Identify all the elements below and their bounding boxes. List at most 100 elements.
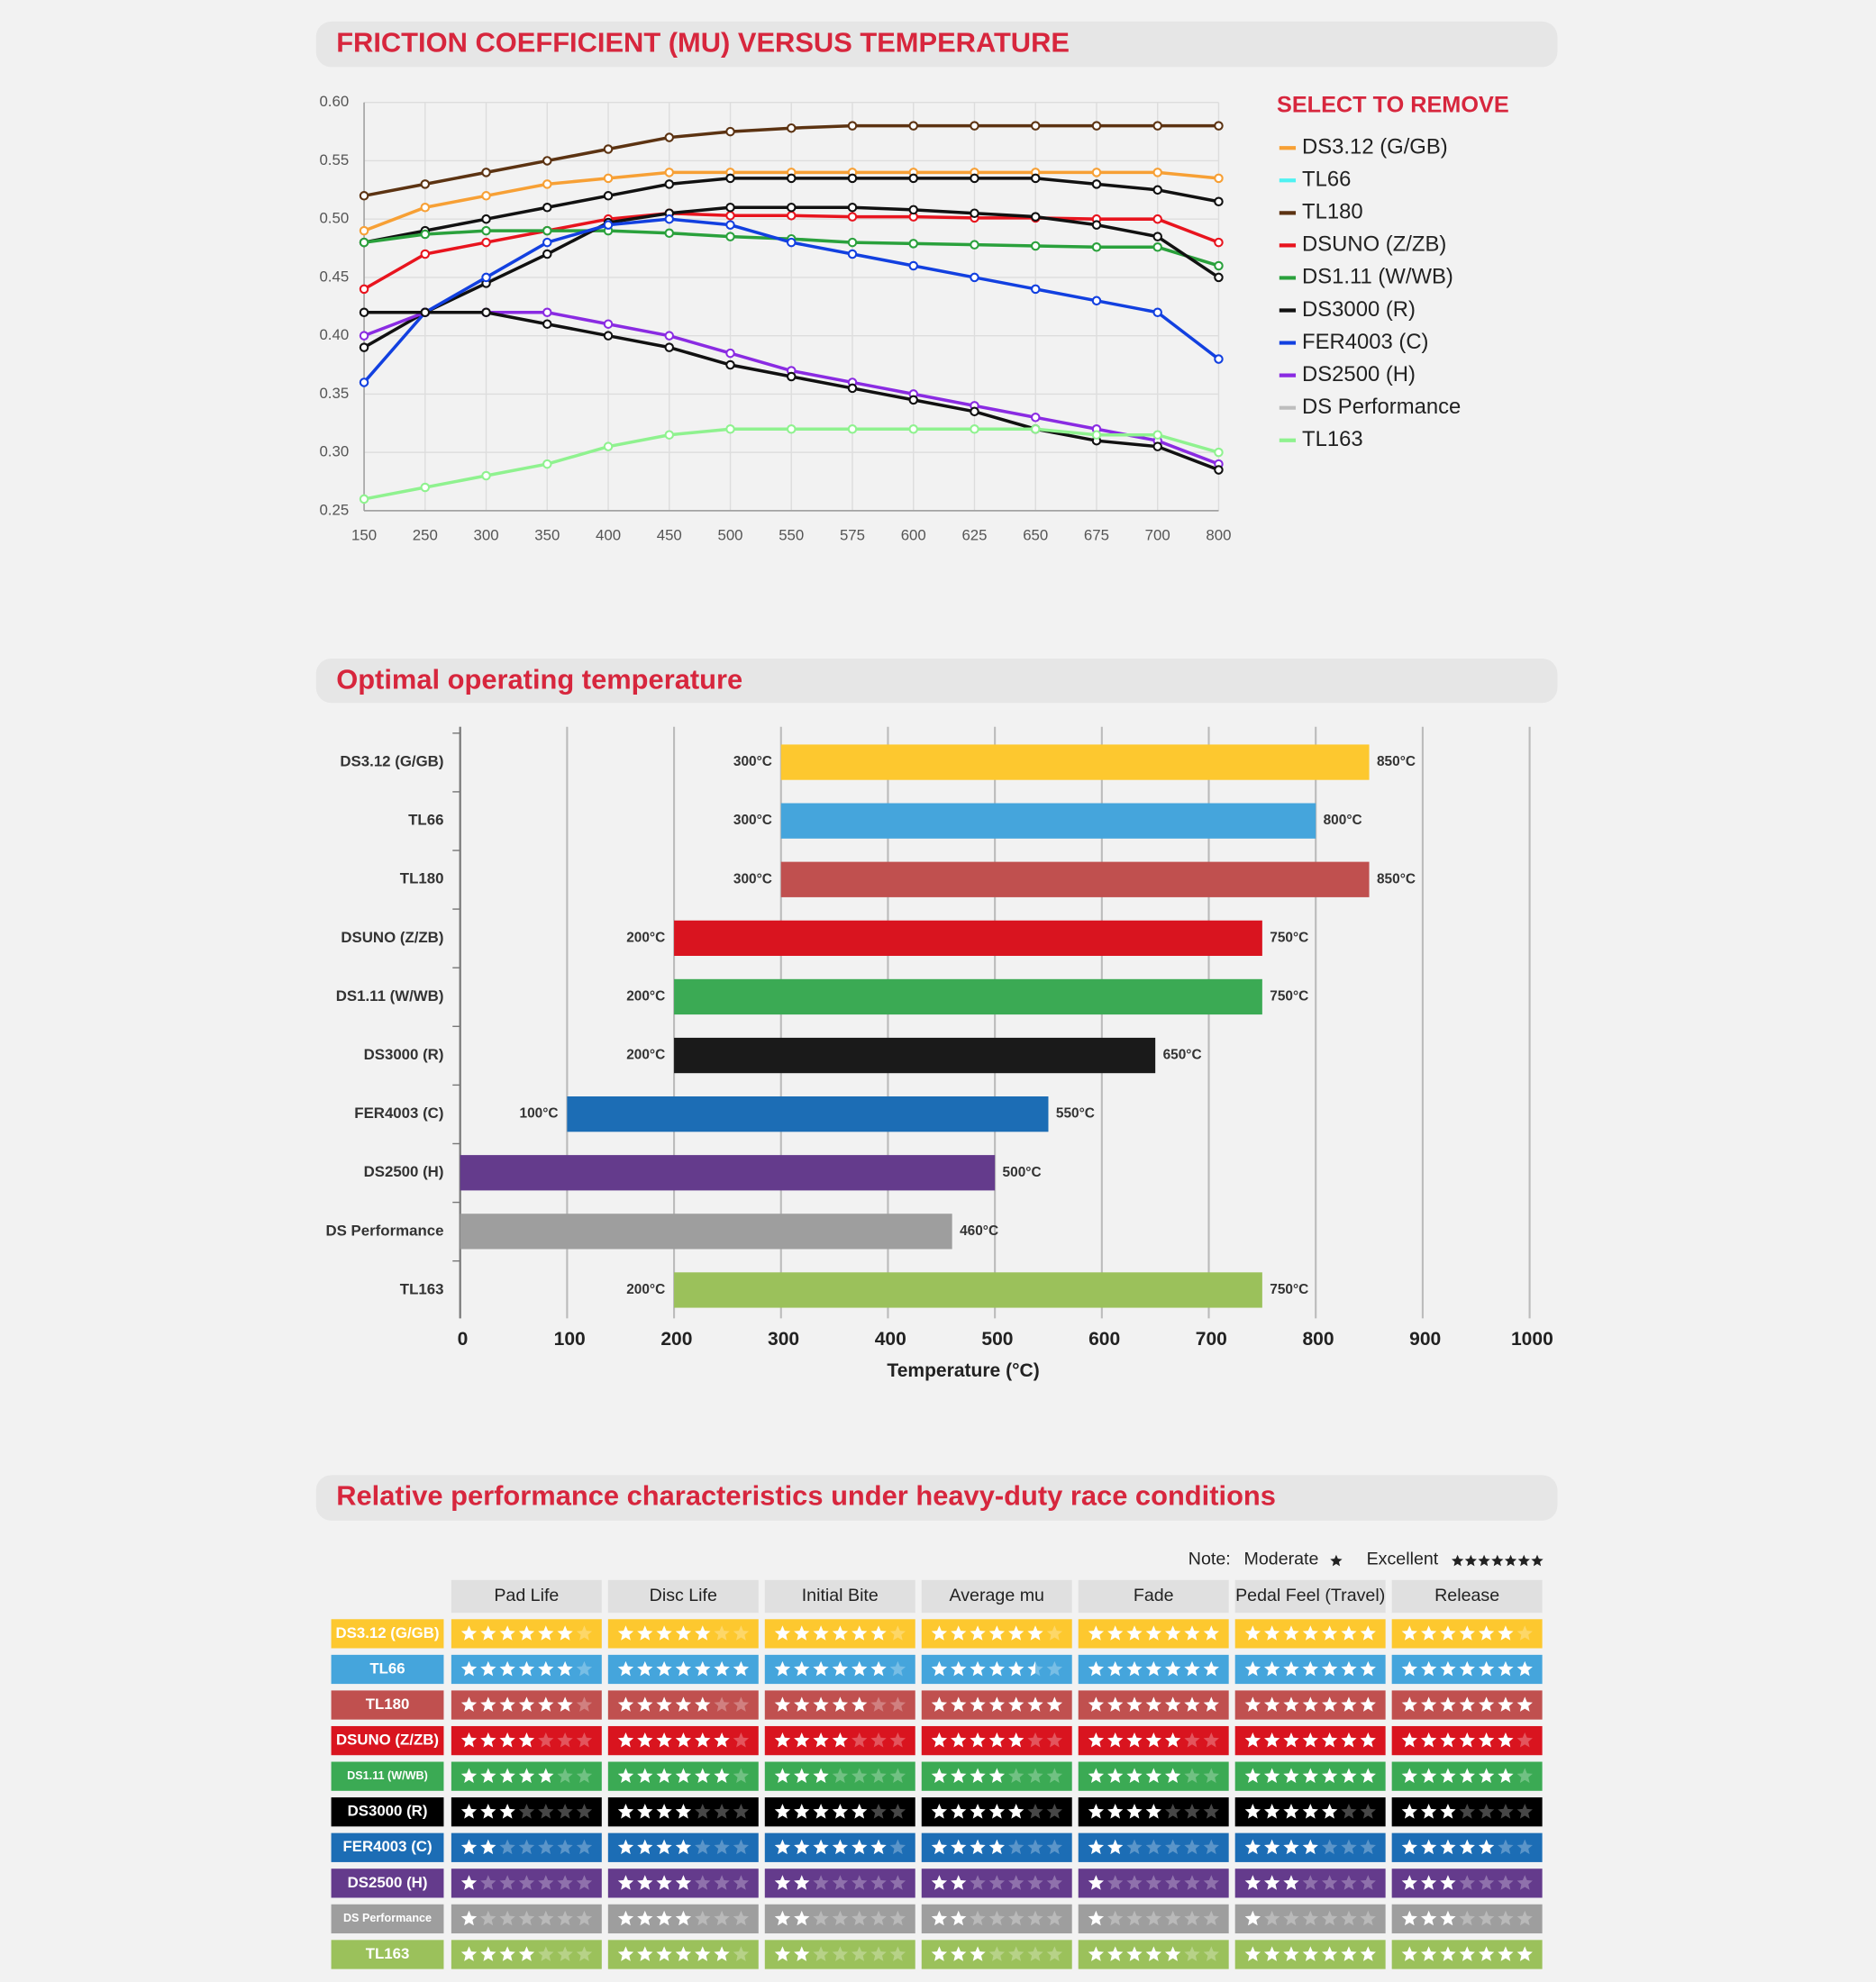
note-high: Excellent bbox=[1367, 1550, 1439, 1569]
star-filled bbox=[851, 1696, 868, 1712]
column-header-bg bbox=[1391, 1579, 1543, 1614]
star-filled bbox=[1302, 1732, 1318, 1748]
rating-stars bbox=[1088, 1732, 1219, 1748]
star-filled bbox=[951, 1839, 967, 1855]
cell-bg bbox=[451, 1904, 602, 1934]
star-filled bbox=[1516, 1946, 1533, 1961]
star-filled bbox=[970, 1768, 986, 1784]
rating-stars bbox=[1088, 1660, 1219, 1677]
data-point bbox=[481, 470, 491, 481]
legend-item[interactable]: DSUNO (Z/ZB) bbox=[1279, 232, 1447, 257]
star-empty bbox=[1184, 1804, 1200, 1819]
star-filled bbox=[931, 1660, 948, 1677]
data-label: 200°C bbox=[626, 1048, 665, 1063]
x-tick-label: 800 bbox=[1206, 526, 1231, 543]
star-filled bbox=[794, 1839, 810, 1855]
column-header: Average mu bbox=[950, 1586, 1044, 1605]
data-point bbox=[908, 423, 919, 434]
data-point bbox=[664, 214, 675, 224]
star-filled bbox=[1126, 1804, 1143, 1819]
rating-stars bbox=[460, 1946, 593, 1961]
category-label: TL66 bbox=[408, 812, 443, 829]
data-point bbox=[1214, 237, 1224, 248]
rating-stars bbox=[1401, 1696, 1533, 1712]
star-filled bbox=[695, 1625, 711, 1641]
legend-label: DS3.12 (G/GB) bbox=[1302, 135, 1448, 159]
star-filled bbox=[460, 1732, 478, 1748]
star-filled bbox=[1088, 1946, 1105, 1961]
data-point bbox=[1030, 212, 1041, 222]
rating-stars bbox=[617, 1839, 750, 1855]
note-low: Moderate bbox=[1244, 1550, 1319, 1569]
rating-stars bbox=[1401, 1804, 1533, 1819]
star-filled bbox=[480, 1946, 496, 1961]
data-point bbox=[359, 342, 369, 352]
rating-stars bbox=[460, 1839, 593, 1855]
star-filled bbox=[1420, 1875, 1437, 1890]
star-empty bbox=[1008, 1910, 1025, 1926]
legend-item[interactable]: DS2500 (H) bbox=[1279, 362, 1416, 386]
star-empty bbox=[851, 1910, 868, 1926]
legend-item[interactable]: DS3.12 (G/GB) bbox=[1279, 135, 1448, 159]
star-filled bbox=[1263, 1768, 1280, 1784]
x-tick-label: 250 bbox=[413, 526, 438, 543]
legend-item[interactable]: TL180 bbox=[1279, 200, 1363, 224]
data-point bbox=[1030, 423, 1041, 434]
row-label: DS2500 (H) bbox=[348, 1874, 428, 1891]
legend-label: DS Performance bbox=[1302, 395, 1461, 419]
star-filled bbox=[1401, 1768, 1417, 1784]
x-tick-label: 700 bbox=[1196, 1329, 1227, 1350]
data-point bbox=[542, 202, 552, 213]
data-point bbox=[847, 237, 858, 248]
star-filled bbox=[1341, 1696, 1357, 1712]
cell-bg bbox=[1391, 1868, 1543, 1898]
data-point bbox=[1214, 272, 1224, 283]
star-filled bbox=[1126, 1768, 1143, 1784]
star-filled bbox=[714, 1732, 730, 1748]
rating-stars bbox=[617, 1696, 750, 1712]
star-empty bbox=[1203, 1804, 1219, 1819]
row-label-bg bbox=[331, 1904, 444, 1934]
star-empty bbox=[1046, 1660, 1063, 1677]
data-point bbox=[1214, 121, 1224, 131]
legend-item[interactable]: TL66 bbox=[1279, 168, 1352, 192]
data-point bbox=[542, 179, 552, 189]
legend-item[interactable]: DS3000 (R) bbox=[1279, 297, 1416, 322]
cell-bg bbox=[921, 1940, 1072, 1969]
legend-item[interactable]: FER4003 (C) bbox=[1279, 330, 1429, 354]
star-filled bbox=[499, 1696, 515, 1712]
star-filled bbox=[637, 1732, 653, 1748]
star-empty bbox=[576, 1660, 593, 1677]
star-filled bbox=[1244, 1696, 1261, 1712]
star-filled bbox=[1440, 1768, 1456, 1784]
x-tick-label: 300 bbox=[474, 526, 499, 543]
star-empty bbox=[1516, 1910, 1533, 1926]
chart-title: Optimal operating temperature bbox=[336, 663, 742, 695]
star-empty bbox=[695, 1839, 711, 1855]
rating-stars bbox=[1401, 1839, 1533, 1855]
star-filled bbox=[714, 1768, 730, 1784]
star-empty bbox=[1008, 1768, 1025, 1784]
star-filled bbox=[1321, 1804, 1338, 1819]
data-point bbox=[1152, 121, 1162, 131]
star-empty bbox=[538, 1839, 554, 1855]
bar bbox=[674, 1037, 1156, 1074]
star-empty bbox=[538, 1732, 554, 1748]
legend-item[interactable]: TL163 bbox=[1279, 427, 1363, 451]
data-point bbox=[1152, 307, 1162, 318]
legend-item[interactable]: DS1.11 (W/WB) bbox=[1279, 265, 1453, 289]
category-label: DS1.11 (W/WB) bbox=[336, 987, 444, 1005]
star-empty bbox=[1126, 1875, 1143, 1890]
star-filled bbox=[617, 1946, 634, 1961]
star-filled bbox=[1478, 1732, 1495, 1748]
data-point bbox=[664, 228, 675, 238]
star-filled bbox=[813, 1839, 829, 1855]
star-filled bbox=[1360, 1946, 1376, 1961]
star-filled bbox=[1302, 1804, 1318, 1819]
legend-item[interactable]: DS Performance bbox=[1279, 395, 1462, 419]
star-filled bbox=[637, 1946, 653, 1961]
y-tick-label: 0.55 bbox=[319, 151, 349, 168]
row-label-bg bbox=[331, 1832, 444, 1862]
column-header: Initial Bite bbox=[802, 1586, 879, 1605]
star-empty bbox=[889, 1804, 906, 1819]
